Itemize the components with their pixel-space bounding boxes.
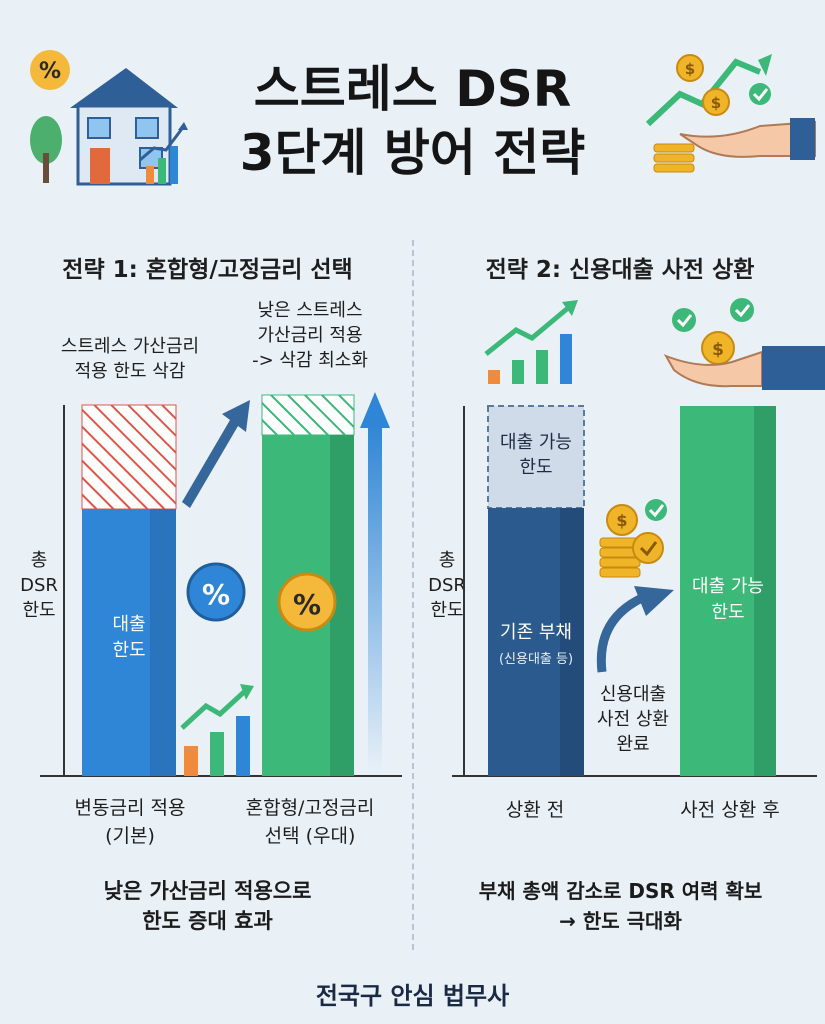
bar1-hatched-cut bbox=[81, 404, 177, 510]
axis2-label-line3: 한도 bbox=[430, 600, 464, 621]
strategy1-annotation-left: 스트레스 가산금리 적용 한도 삭감 bbox=[30, 334, 230, 384]
house-icon: % bbox=[30, 50, 188, 186]
repay-arrow-icon bbox=[596, 593, 645, 673]
up-arrow-icon bbox=[368, 425, 382, 775]
annotation-right-line3: -> 삭감 최소화 bbox=[252, 350, 368, 371]
strategy2-bar2-caption: 사전 상환 후 bbox=[680, 799, 780, 821]
coin-stack-icon: $ bbox=[599, 499, 667, 578]
axis2-label-line1: 총 bbox=[438, 550, 456, 571]
bar1-caption-line1: 변동금리 적용 bbox=[74, 797, 186, 819]
annotation-left-line2: 적용 한도 삭감 bbox=[74, 361, 186, 382]
strategy2-summary: 부채 총액 감소로 DSR 여력 확보 → 한도 극대화 bbox=[416, 876, 825, 936]
svg-text:%: % bbox=[202, 578, 230, 611]
svg-text:$: $ bbox=[616, 511, 627, 530]
strategy2-bar2-label: 대출 가능 한도 bbox=[680, 574, 776, 626]
svg-text:$: $ bbox=[711, 94, 721, 112]
summary2-line2: → 한도 극대화 bbox=[559, 909, 682, 933]
percent-icon-green-bar bbox=[277, 572, 337, 632]
strategy2-bar1-top-label: 대출 가능 한도 bbox=[488, 430, 584, 480]
strategy1-annotation-right: 낮은 스트레스 가산금리 적용 -> 삭감 최소화 bbox=[215, 298, 405, 373]
bar1-top-label-line2: 한도 bbox=[519, 457, 553, 478]
section-divider bbox=[412, 240, 414, 950]
arrow-caption-line1: 신용대출 bbox=[599, 684, 667, 705]
summary1-line2: 한도 증대 효과 bbox=[142, 909, 273, 933]
strategy1-heading: 전략 1: 혼합형/고정금리 선택 bbox=[62, 257, 353, 283]
strategy1-axis-label: 총 DSR 한도 bbox=[14, 548, 64, 623]
strategy2-chart: $ $ bbox=[452, 298, 825, 777]
bar2-label-line1: 대출 가능 bbox=[692, 576, 764, 597]
axis2-label-line2: DSR bbox=[428, 575, 466, 596]
strategy1-summary: 낮은 가산금리 적용으로 한도 증대 효과 bbox=[10, 876, 405, 936]
bar1-label-line1: 대출 bbox=[112, 614, 146, 635]
strategy1-chart: % % bbox=[40, 392, 402, 777]
axis-label-line3: 한도 bbox=[22, 600, 56, 621]
bar2-caption-line1: 혼합형/고정금리 bbox=[245, 797, 375, 819]
annotation-right-line2: 가산금리 적용 bbox=[257, 325, 363, 346]
axis-label-line2: DSR bbox=[20, 575, 58, 596]
page-title-line2: 3단계 방어 전략 bbox=[239, 124, 586, 182]
strategy2-bar1-caption: 상환 전 bbox=[505, 799, 565, 821]
strategy2-arrow-caption: 신용대출 사전 상환 완료 bbox=[578, 682, 688, 757]
strategy2-heading: 전략 2: 신용대출 사전 상환 bbox=[485, 257, 755, 283]
arrow-caption-line3: 완료 bbox=[616, 734, 650, 755]
annotation-left-line1: 스트레스 가산금리 bbox=[60, 336, 200, 357]
page-title-line1: 스트레스 DSR bbox=[253, 60, 572, 118]
summary1-line1: 낮은 가산금리 적용으로 bbox=[103, 879, 312, 903]
diagonal-arrow-icon bbox=[182, 400, 250, 508]
annotation-right-line1: 낮은 스트레스 bbox=[257, 300, 363, 321]
axis-label-line1: 총 bbox=[30, 550, 48, 571]
bar1-top-label-line1: 대출 가능 bbox=[500, 432, 572, 453]
svg-text:%: % bbox=[293, 588, 321, 621]
bar1-caption-line2: (기본) bbox=[105, 825, 155, 847]
percent-icon bbox=[186, 562, 246, 622]
strategy2-bar1-bottom-label: 기존 부채 bbox=[500, 622, 572, 643]
growth-chart-icon bbox=[180, 684, 254, 776]
strategy1-bar2-caption: 혼합형/고정금리 선택 (우대) bbox=[220, 794, 400, 850]
arrow-caption-line2: 사전 상환 bbox=[597, 709, 669, 730]
bar2-hatched-cut bbox=[261, 394, 355, 436]
bar1-label-line2: 한도 bbox=[112, 640, 146, 661]
strategy2-bar1-bottom-sublabel: (신용대출 등) bbox=[498, 652, 574, 667]
bar2-label-line2: 한도 bbox=[711, 602, 745, 623]
strategy1-bar1-caption: 변동금리 적용 (기본) bbox=[40, 794, 220, 850]
coin-hand-icon: $ $ bbox=[645, 54, 816, 173]
bar1-loan-limit-label: 대출 한도 bbox=[82, 612, 176, 664]
bar2-caption-line2: 선택 (우대) bbox=[264, 825, 356, 847]
strategy2-axis-label: 총 DSR 한도 bbox=[422, 548, 472, 623]
svg-text:$: $ bbox=[685, 60, 695, 78]
svg-text:%: % bbox=[39, 59, 61, 84]
svg-text:$: $ bbox=[712, 340, 724, 360]
coin-hand-icon-2: $ bbox=[663, 298, 825, 390]
summary2-line1: 부채 총액 감소로 DSR 여력 확보 bbox=[478, 879, 763, 903]
footer-brand: 전국구 안심 법무사 bbox=[315, 982, 510, 1010]
growth-chart-icon-2 bbox=[484, 300, 578, 384]
bar1-available-limit bbox=[487, 405, 585, 509]
